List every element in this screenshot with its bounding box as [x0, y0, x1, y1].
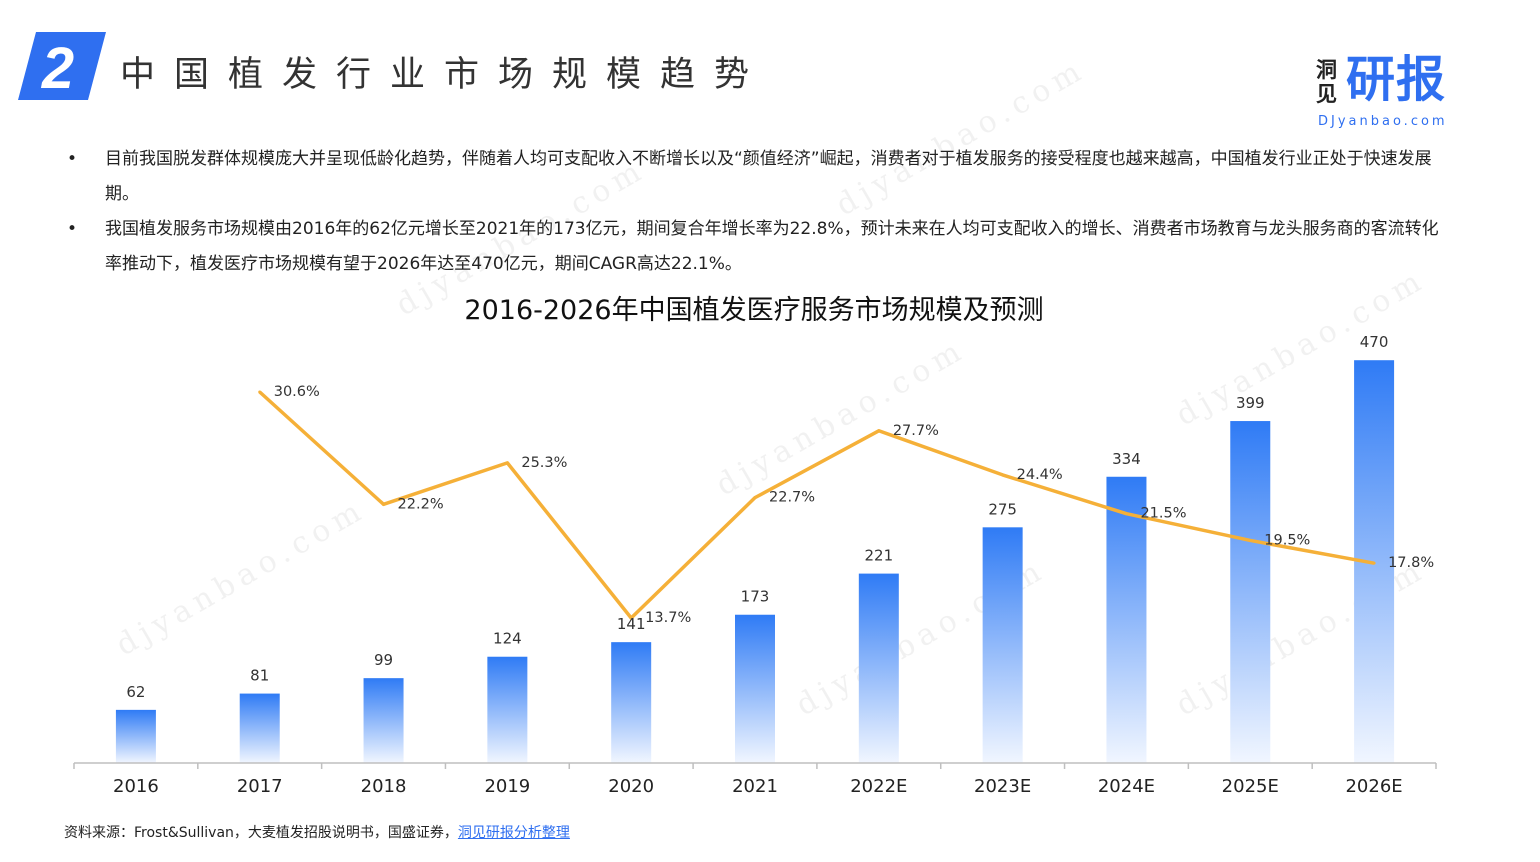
x-tick-label: 2019: [484, 776, 530, 797]
bar-value-label: 141: [617, 615, 646, 633]
bar-2022E: [858, 573, 899, 763]
growth-rate-point: [877, 429, 881, 433]
page-title: 中国植发行业市场规模趋势: [120, 55, 769, 95]
growth-rate-point: [629, 616, 633, 620]
header: 2 中国植发行业市场规模趋势 洞见 研报 DJyanbao.com: [0, 0, 1540, 140]
bar-2019: [487, 656, 528, 763]
growth-rate-point: [505, 461, 509, 465]
growth-rate-label: 30.6%: [274, 384, 320, 400]
brand-url: DJyanbao.com: [1318, 114, 1448, 129]
section-number-badge: 2: [18, 32, 106, 100]
growth-rate-point: [1124, 512, 1128, 516]
x-tick-label: 2020: [608, 776, 654, 797]
bar-2018: [363, 678, 404, 763]
bar-value-label: 221: [864, 547, 893, 565]
x-tick-label: 2016: [113, 776, 159, 797]
growth-rate-label: 17.8%: [1388, 555, 1434, 571]
x-tick-label: 2025E: [1222, 776, 1279, 797]
bar-2021: [735, 614, 775, 763]
growth-rate-point: [382, 502, 386, 506]
bullet-dot: •: [66, 149, 78, 169]
growth-rate-label: 19.5%: [1264, 532, 1310, 548]
bar-2017: [239, 693, 280, 763]
source-text: 资料来源：Frost&Sullivan，大麦植发招股说明书，国盛证券，: [64, 825, 458, 841]
growth-rate-point: [753, 496, 757, 500]
bar-2025E: [1230, 421, 1271, 763]
growth-rate-point: [1001, 473, 1005, 477]
bar-2023E: [982, 527, 1023, 763]
x-tick-label: 2017: [237, 776, 283, 797]
bar-value-label: 124: [493, 630, 522, 648]
bar-2016: [115, 709, 156, 763]
growth-rate-label: 21.5%: [1140, 506, 1186, 522]
x-tick-label: 2023E: [974, 776, 1031, 797]
bullet-item: • 我国植发服务市场规模由2016年的62亿元增长至2021年的173亿元，期间…: [62, 212, 1452, 282]
bullet-item: • 目前我国脱发群体规模庞大并呈现低龄化趋势，伴随着人均可支配收入不断增长以及“…: [62, 142, 1452, 212]
bullet-list: • 目前我国脱发群体规模庞大并呈现低龄化趋势，伴随着人均可支配收入不断增长以及“…: [62, 142, 1452, 282]
growth-rate-label: 22.7%: [769, 490, 815, 506]
bar-value-label: 334: [1112, 450, 1141, 468]
brand-big-text: 研报: [1346, 51, 1447, 108]
bar-value-label: 275: [988, 500, 1017, 518]
bar-value-label: 81: [250, 667, 269, 685]
bullet-text: 目前我国脱发群体规模庞大并呈现低龄化趋势，伴随着人均可支配收入不断增长以及“颜值…: [105, 149, 1432, 204]
market-size-chart: 62 2016 81 2017 99 2018 124 2019 141 2020 173 2021 2…: [73, 333, 1437, 797]
growth-rate-label: 24.4%: [1017, 467, 1063, 483]
section-number: 2: [41, 36, 74, 100]
chart-title: 2016-2026年中国植发医疗服务市场规模及预测: [464, 295, 1044, 326]
bar-2024E: [1106, 476, 1147, 763]
bar-value-label: 62: [126, 683, 145, 701]
x-tick-label: 2024E: [1098, 776, 1155, 797]
bar-value-label: 399: [1236, 394, 1265, 412]
bar-2020: [611, 642, 652, 763]
x-tick-label: 2026E: [1345, 776, 1402, 797]
growth-rate-point: [1372, 561, 1376, 565]
source-note: 资料来源：Frost&Sullivan，大麦植发招股说明书，国盛证券，洞见研报分…: [64, 822, 570, 842]
brand-logo[interactable]: 洞见 研报 DJyanbao.com: [1316, 52, 1466, 132]
growth-rate-label: 25.3%: [521, 455, 567, 471]
bullet-dot: •: [66, 219, 78, 239]
x-tick-label: 2022E: [850, 776, 907, 797]
growth-rate-point: [1248, 538, 1252, 542]
x-tick-label: 2021: [732, 776, 778, 797]
growth-rate-label: 22.2%: [398, 496, 444, 512]
growth-rate-label: 27.7%: [893, 423, 939, 439]
bullet-text: 我国植发服务市场规模由2016年的62亿元增长至2021年的173亿元，期间复合…: [105, 219, 1439, 274]
growth-rate-label: 13.7%: [645, 610, 691, 626]
bar-value-label: 173: [741, 588, 770, 606]
brand-small-text: 洞见: [1316, 58, 1337, 106]
growth-rate-point: [258, 390, 262, 394]
growth-rate-line: [258, 390, 1375, 620]
bar-value-label: 470: [1360, 333, 1389, 351]
source-link[interactable]: 洞见研报分析整理: [457, 825, 570, 841]
x-tick-label: 2018: [361, 776, 407, 797]
bar-value-label: 99: [374, 651, 393, 669]
